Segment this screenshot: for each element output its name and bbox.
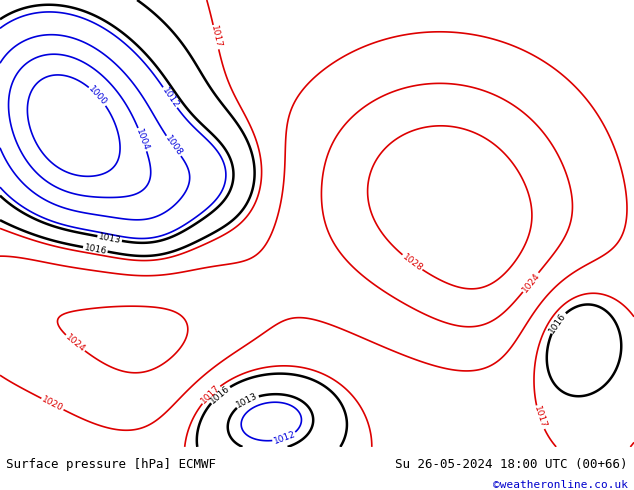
- Text: 1016: 1016: [83, 243, 108, 256]
- Text: 1000: 1000: [87, 84, 109, 108]
- Text: 1012: 1012: [272, 430, 297, 446]
- Text: 1017: 1017: [532, 405, 548, 430]
- Text: 1017: 1017: [199, 383, 222, 406]
- Text: 1016: 1016: [209, 384, 231, 405]
- Text: 1017: 1017: [209, 25, 223, 49]
- Text: 1012: 1012: [160, 86, 180, 110]
- Text: 1024: 1024: [63, 332, 87, 354]
- Text: 1028: 1028: [400, 252, 424, 273]
- Text: 1013: 1013: [235, 392, 259, 410]
- Text: 1013: 1013: [98, 232, 122, 245]
- Text: 1024: 1024: [520, 270, 541, 294]
- Text: ©weatheronline.co.uk: ©weatheronline.co.uk: [493, 480, 628, 490]
- Text: 1020: 1020: [40, 395, 65, 413]
- Text: 1008: 1008: [163, 134, 184, 158]
- Text: 1016: 1016: [547, 311, 568, 335]
- Text: 1004: 1004: [134, 127, 151, 152]
- Text: Surface pressure [hPa] ECMWF: Surface pressure [hPa] ECMWF: [6, 458, 216, 470]
- Text: Su 26-05-2024 18:00 UTC (00+66): Su 26-05-2024 18:00 UTC (00+66): [395, 458, 628, 470]
